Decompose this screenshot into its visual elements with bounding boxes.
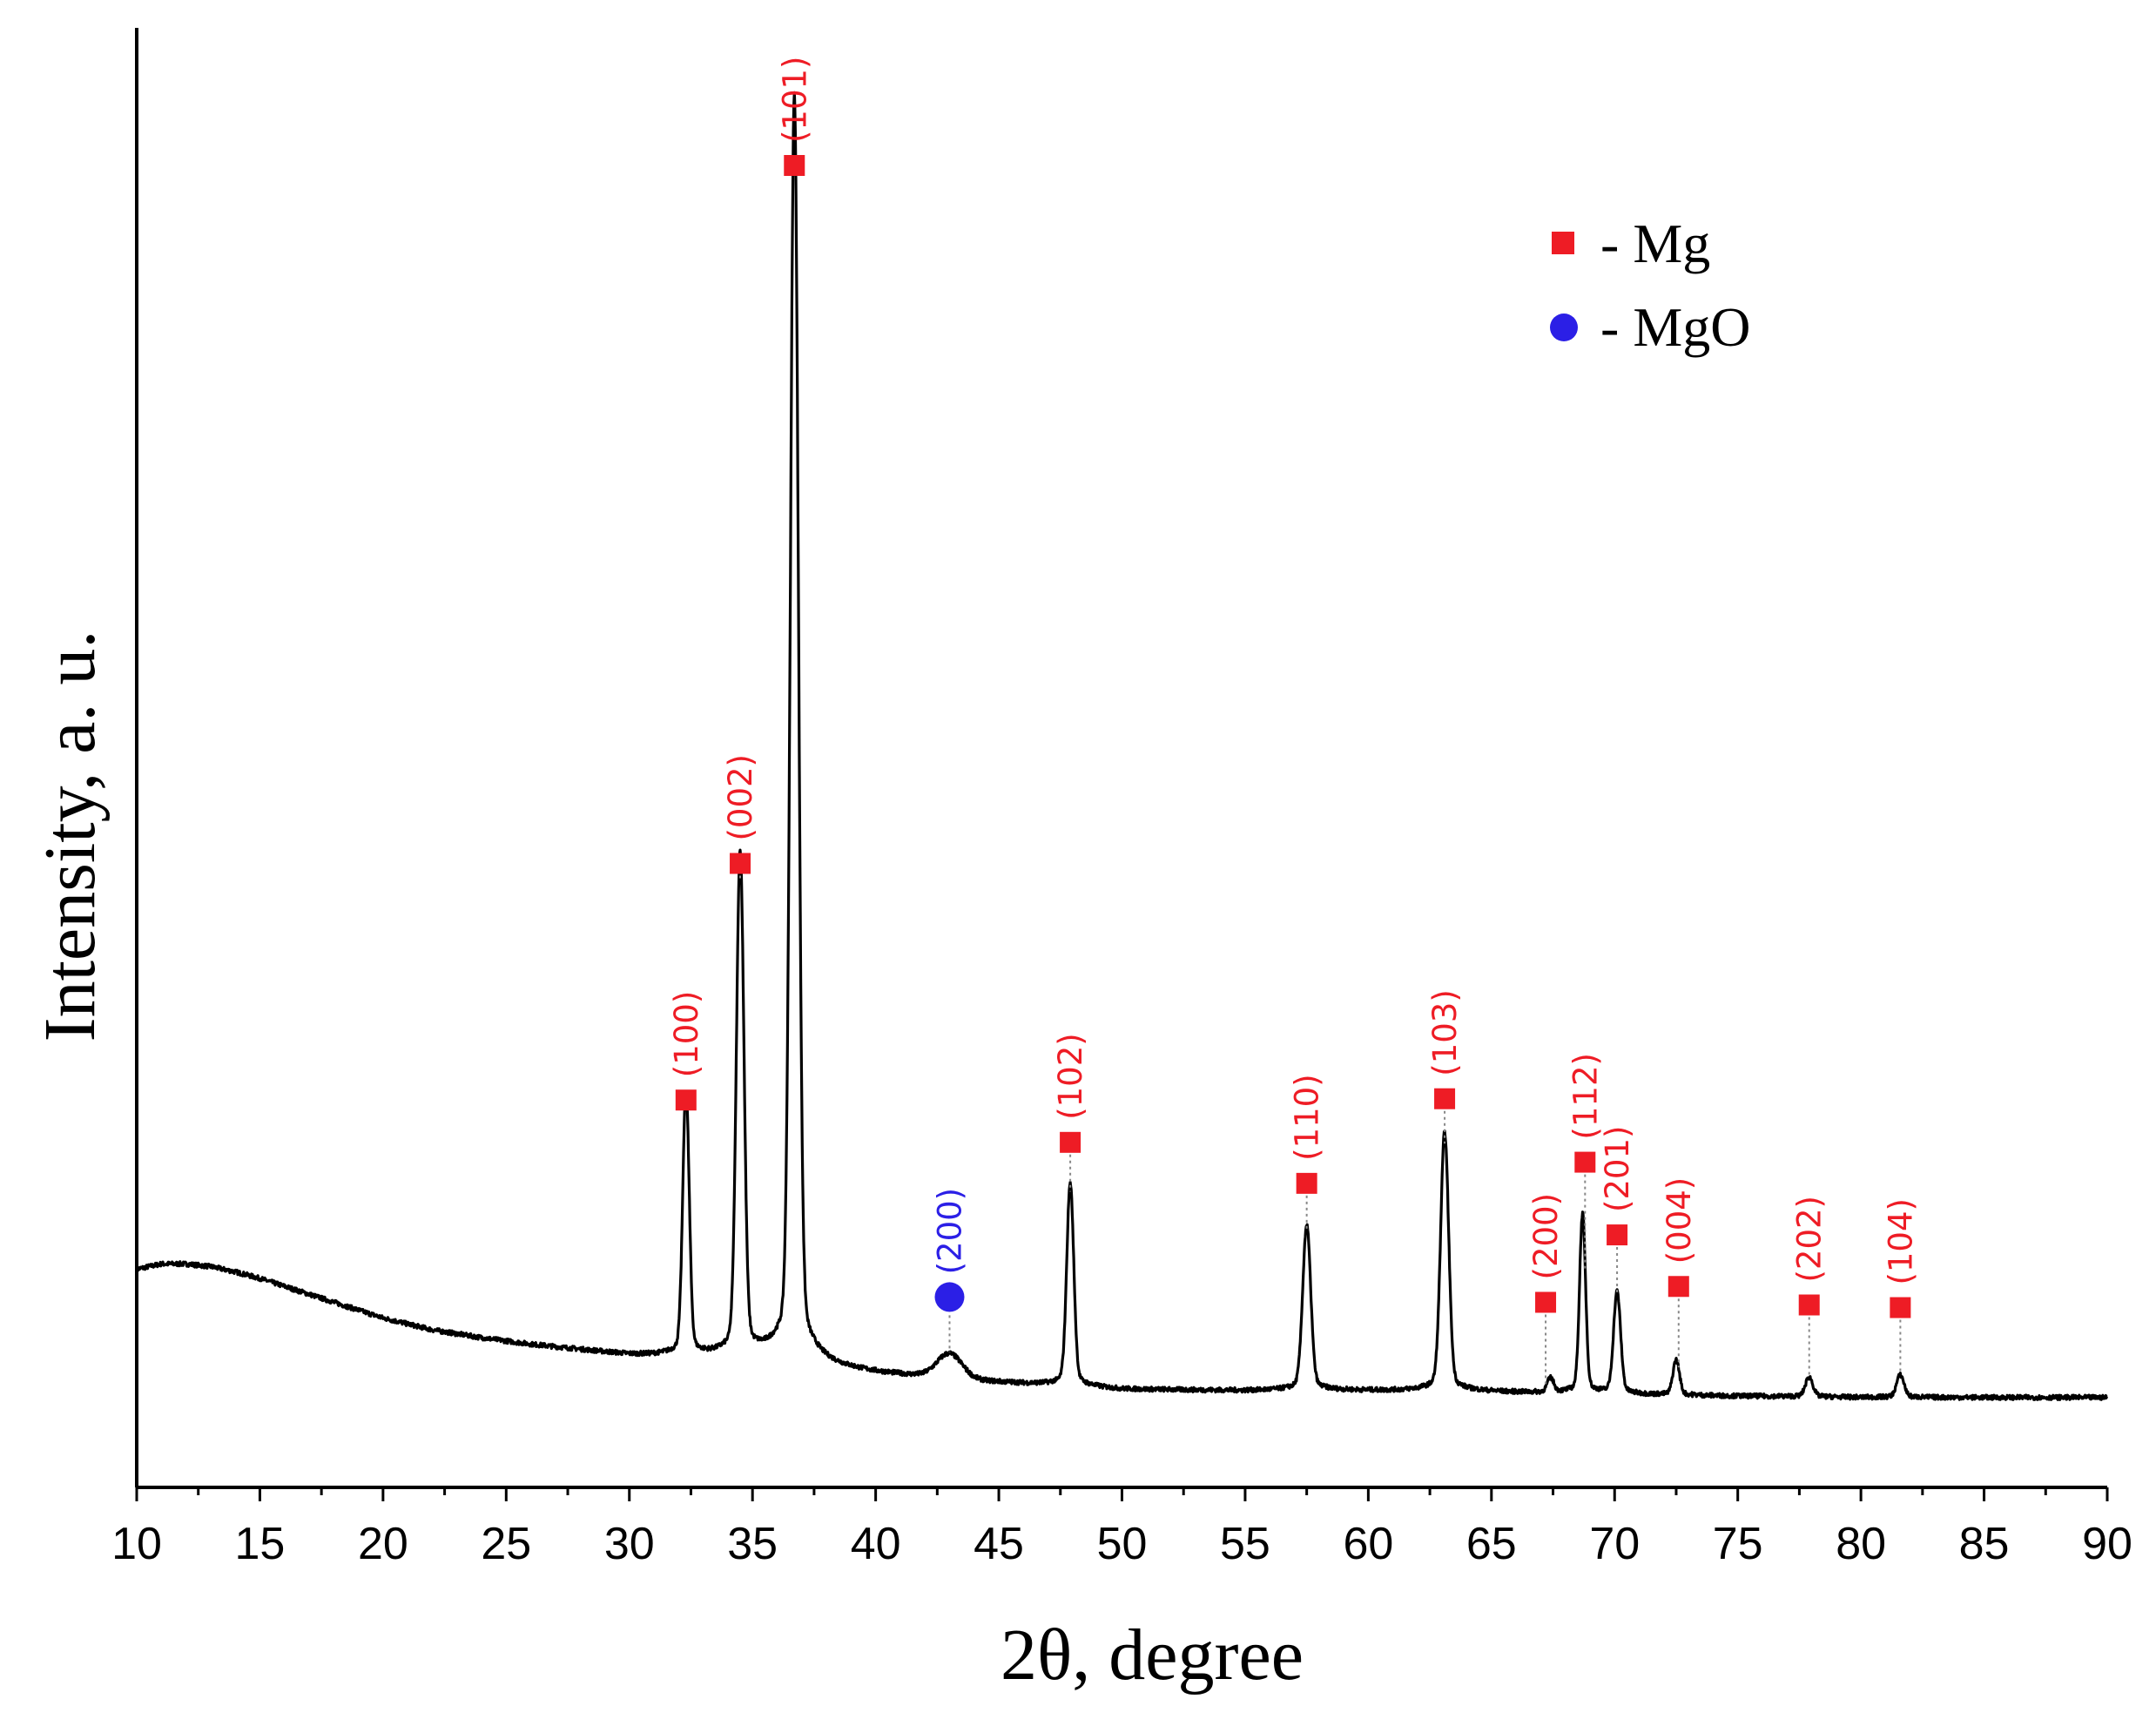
peak-label: (201) [1599,1126,1636,1213]
mg-peak-marker [730,853,751,874]
x-tick-label: 90 [2082,1519,2132,1569]
legend: - Mg - MgO [1550,212,1750,358]
legend-mg-label: - Mg [1600,212,1710,274]
mg-peak-marker [1535,1291,1557,1313]
mg-peak-marker [1668,1276,1689,1298]
x-tick-label: 85 [1959,1519,2010,1569]
peak-label: (103) [1426,989,1464,1076]
peak-label: (104) [1882,1198,1919,1285]
peak-label: (004) [1661,1177,1698,1264]
peak-annotations: (100) (002) (101) (200) (102) (110) (103) (200)… [668,57,1919,1386]
x-tick-label: 35 [727,1519,778,1569]
peak-label: (102) [1052,1033,1089,1120]
mg-peak-marker [1296,1172,1317,1194]
legend-mgo-label: - MgO [1600,296,1750,358]
peak-label: (202) [1791,1196,1829,1283]
peak-label: (100) [668,991,705,1078]
x-tick-label: 20 [358,1519,408,1569]
x-axis-tick-labels: 10 15 20 25 30 35 40 45 50 55 60 65 70 75 80 85 90 [111,1519,2132,1569]
mg-peak-marker [1890,1297,1911,1318]
peak-label: (002) [722,754,759,841]
x-tick-label: 80 [1836,1519,1886,1569]
peak-label: (101) [776,57,813,144]
mg-peak-marker [1434,1088,1456,1109]
mg-peak-marker [784,155,805,176]
mg-peak-marker [675,1089,697,1111]
x-tick-label: 75 [1713,1519,1763,1569]
mg-peak-marker [1798,1294,1820,1316]
x-axis-ticks [135,1487,2109,1501]
x-tick-label: 15 [235,1519,286,1569]
x-tick-label: 60 [1343,1519,1393,1569]
x-tick-label: 45 [974,1519,1024,1569]
x-tick-label: 50 [1097,1519,1148,1569]
x-tick-label: 65 [1466,1519,1517,1569]
x-tick-label: 25 [481,1519,531,1569]
x-axis-title: 2θ, degree [1001,1615,1304,1696]
legend-mg-marker [1552,232,1574,254]
legend-mgo-marker [1550,314,1578,341]
peak-label: (200) [931,1188,968,1275]
x-tick-label: 30 [604,1519,655,1569]
x-tick-label: 70 [1589,1519,1640,1569]
mg-peak-marker [1607,1224,1628,1246]
x-tick-label: 55 [1220,1519,1270,1569]
y-axis-title: Intensity, a. u. [30,630,111,1042]
mg-peak-marker [1060,1131,1081,1153]
peak-label: (200) [1527,1193,1565,1280]
x-tick-label: 40 [851,1519,901,1569]
peak-label: (110) [1289,1074,1326,1161]
x-tick-label: 10 [111,1519,162,1569]
mgo-peak-marker [934,1282,965,1312]
peak-label: (112) [1566,1053,1604,1140]
mg-peak-marker [1574,1151,1596,1173]
series-line-xrd [135,91,2108,1401]
